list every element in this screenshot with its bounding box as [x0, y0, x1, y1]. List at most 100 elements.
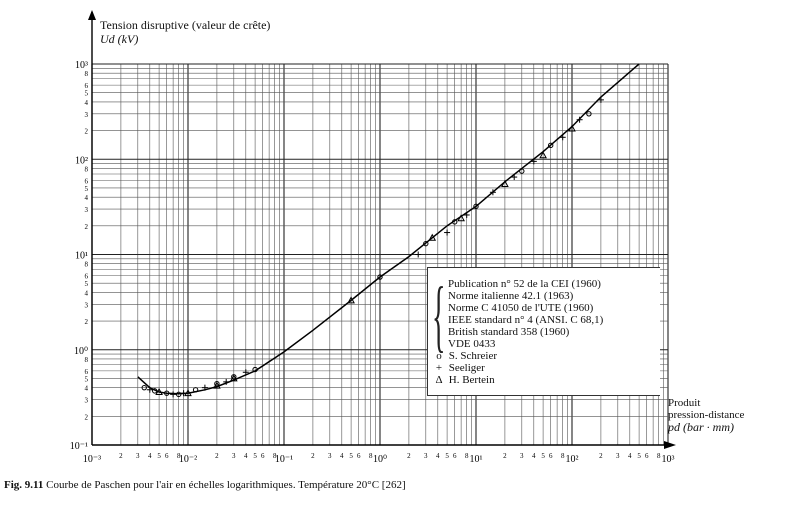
caption-text: Courbe de Paschen pour l'air en échelles…	[46, 479, 406, 491]
x-tick-label-minor: 3	[520, 452, 524, 460]
x-tick-label-minor: 4	[244, 452, 248, 460]
y-tick-label: 10²	[75, 155, 88, 166]
y-tick-label-minor: 2	[85, 128, 89, 136]
x-tick-label-minor: 8	[561, 452, 565, 460]
x-tick-label-minor: 5	[157, 452, 161, 460]
x-tick-label-minor: 4	[148, 452, 152, 460]
x-tick-label-minor: 4	[436, 452, 440, 460]
x-tick-label-minor: 5	[541, 452, 545, 460]
legend-entry-bertein: Δ H. Bertein	[432, 374, 497, 386]
bertein-point	[428, 233, 437, 241]
seeliger-point	[146, 386, 153, 393]
y-tick-label-minor: 4	[85, 99, 89, 107]
y-tick-label-minor: 4	[85, 289, 89, 297]
seeliger-point	[415, 251, 422, 258]
axes	[88, 10, 676, 449]
x-tick-label-minor: 4	[340, 452, 344, 460]
x-tick-label-minor: 4	[628, 452, 632, 460]
schreier-point	[473, 203, 479, 210]
bertein-point	[184, 389, 192, 397]
x-tick-label-minor: 6	[549, 452, 553, 460]
bertein-point	[568, 124, 576, 132]
x-tick-label-minor: 8	[369, 452, 373, 460]
seeliger-point	[463, 211, 470, 218]
schreier-point	[175, 391, 182, 398]
schreier-point	[519, 168, 525, 174]
x-tick-label-minor: 5	[445, 452, 449, 460]
legend-references: Publication n° 52 de la CEI (1960) Norme…	[448, 278, 603, 350]
schreier-point	[192, 387, 199, 393]
x-tick-label: 10⁻²	[179, 454, 197, 465]
seeliger-point	[530, 158, 537, 165]
x-tick-label-minor: 5	[637, 452, 641, 460]
y-tick-label: 10⁻¹	[70, 441, 88, 452]
schreier-point	[164, 390, 170, 396]
legend: { Publication n° 52 de la CEI (1960) Nor…	[427, 267, 660, 396]
bertein-point	[213, 381, 221, 389]
y-tick-label-minor: 8	[85, 165, 89, 173]
seeliger-point	[180, 390, 187, 397]
legend-reference: VDE 0433	[448, 338, 496, 350]
y-tick-label-minor: 3	[85, 206, 89, 214]
schreier-point	[214, 381, 220, 387]
y-axis-unit: Ud (kV)	[100, 32, 139, 46]
legend-series-name: S. Schreier	[448, 350, 498, 362]
seeliger-point	[223, 378, 230, 385]
x-tick-label-minor: 2	[407, 452, 411, 460]
x-tick-label-minor: 6	[453, 452, 457, 460]
legend-series: o S. Schreier + Seeliger Δ H. Bertein	[432, 350, 497, 386]
legend-series-name: Seeliger	[448, 362, 485, 374]
y-tick-label-minor: 6	[85, 273, 89, 281]
legend-reference: British standard 358 (1960)	[448, 326, 570, 338]
schreier-point	[152, 388, 158, 394]
bertein-point	[155, 387, 163, 396]
x-tick-label-minor: 3	[616, 452, 620, 460]
y-axis-title: Tension disruptive (valeur de crête) Ud …	[100, 18, 270, 46]
x-axis-label-line-1: Produit	[668, 397, 701, 409]
y-tick-label: 10³	[75, 60, 88, 71]
tick-labels: 10⁻³ 2 3 4 5 6 810⁻² 2 3 4 5 6 810⁻¹ 2 3 4 5 6 8 10⁰ 2 3 4 5 6 8 1…	[70, 60, 675, 465]
y-tick-label-minor: 6	[85, 82, 89, 90]
x-tick-label-minor: 3	[424, 452, 428, 460]
seeliger-point	[201, 384, 208, 391]
x-tick-label: 10⁻³	[83, 454, 101, 465]
seeliger-point	[511, 174, 518, 181]
x-tick-label-minor: 8	[465, 452, 469, 460]
legend-entry-seeliger: + Seeliger	[432, 362, 497, 374]
x-tick-label-minor: 3	[328, 452, 332, 460]
plus-marker-icon: +	[435, 362, 443, 374]
legend-reference: IEEE standard n° 4 (ANSI. C 68,1)	[448, 314, 604, 326]
x-tick-label-minor: 6	[165, 452, 169, 460]
x-tick-label: 10⁻¹	[275, 454, 293, 465]
y-tick-label: 10¹	[75, 251, 88, 262]
seeliger-point	[597, 96, 604, 103]
y-tick-label-minor: 5	[85, 375, 89, 383]
x-axis-label-line-2: pression-distance	[668, 409, 745, 421]
x-tick-label-minor: 5	[349, 452, 353, 460]
legend-reference: Norme C 41050 de l'UTE (1960)	[448, 302, 594, 314]
x-tick-label-minor: 2	[311, 452, 315, 460]
legend-entry-schreier: o S. Schreier	[432, 350, 497, 362]
y-tick-label-minor: 3	[85, 301, 89, 309]
bertein-point	[457, 214, 465, 222]
schreier-point	[377, 274, 383, 280]
seeliger-point	[576, 116, 583, 123]
schreier-point	[141, 384, 147, 391]
bertein-point	[539, 151, 547, 159]
x-tick-label-minor: 2	[215, 452, 219, 460]
y-tick-label-minor: 8	[85, 356, 89, 364]
x-axis-label-line-3: pd (bar · mm)	[668, 420, 734, 434]
x-tick-label-minor: 3	[136, 452, 140, 460]
legend-reference: Publication n° 52 de la CEI (1960)	[448, 278, 601, 290]
y-tick-label-minor: 6	[85, 368, 89, 376]
figure-caption: Fig. 9.11 Courbe de Paschen pour l'air e…	[4, 479, 406, 491]
y-tick-label-minor: 5	[85, 185, 89, 193]
y-tick-label-minor: 8	[85, 70, 89, 78]
seeliger-point	[170, 391, 177, 398]
y-tick-label-minor: 5	[85, 280, 89, 288]
seeliger-point	[242, 369, 249, 376]
x-tick-label-minor: 6	[357, 452, 361, 460]
schreier-point	[452, 219, 458, 225]
y-tick-label-minor: 5	[85, 90, 89, 98]
